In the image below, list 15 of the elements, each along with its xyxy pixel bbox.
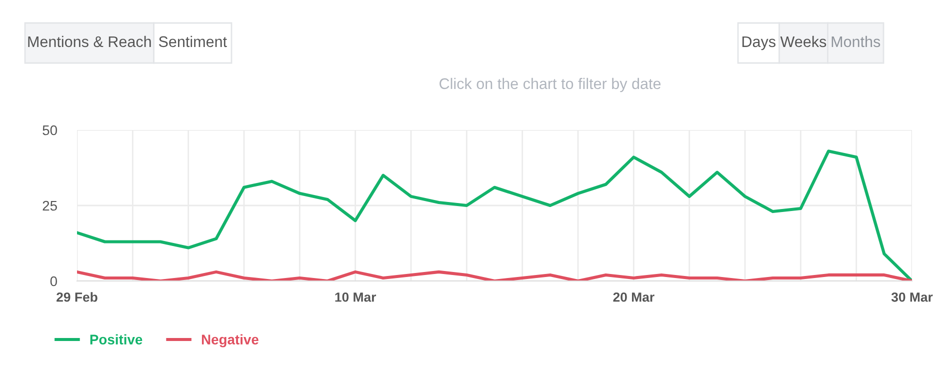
- text: Mentions & Reach: [28, 36, 151, 48]
- text: Months: [832, 36, 880, 48]
- y-tick-label: 50: [42, 125, 58, 136]
- x-tick-label: 29 Feb: [56, 292, 98, 302]
- legend-label: Negative: [202, 334, 258, 348]
- legend-label: Positive: [90, 334, 142, 344]
- chart-subtitle: Click on the chart to filter by date: [440, 78, 661, 92]
- text: Weeks: [780, 36, 826, 48]
- x-tick-label: 10 Mar: [335, 292, 376, 302]
- text: Days: [742, 36, 776, 50]
- y-tick-label: 25: [42, 200, 57, 211]
- text: Sentiment: [158, 36, 227, 48]
- x-tick-label: 30 Mar: [891, 292, 933, 302]
- x-tick-label: 20 Mar: [613, 292, 654, 302]
- y-tick-label: 0: [50, 276, 58, 286]
